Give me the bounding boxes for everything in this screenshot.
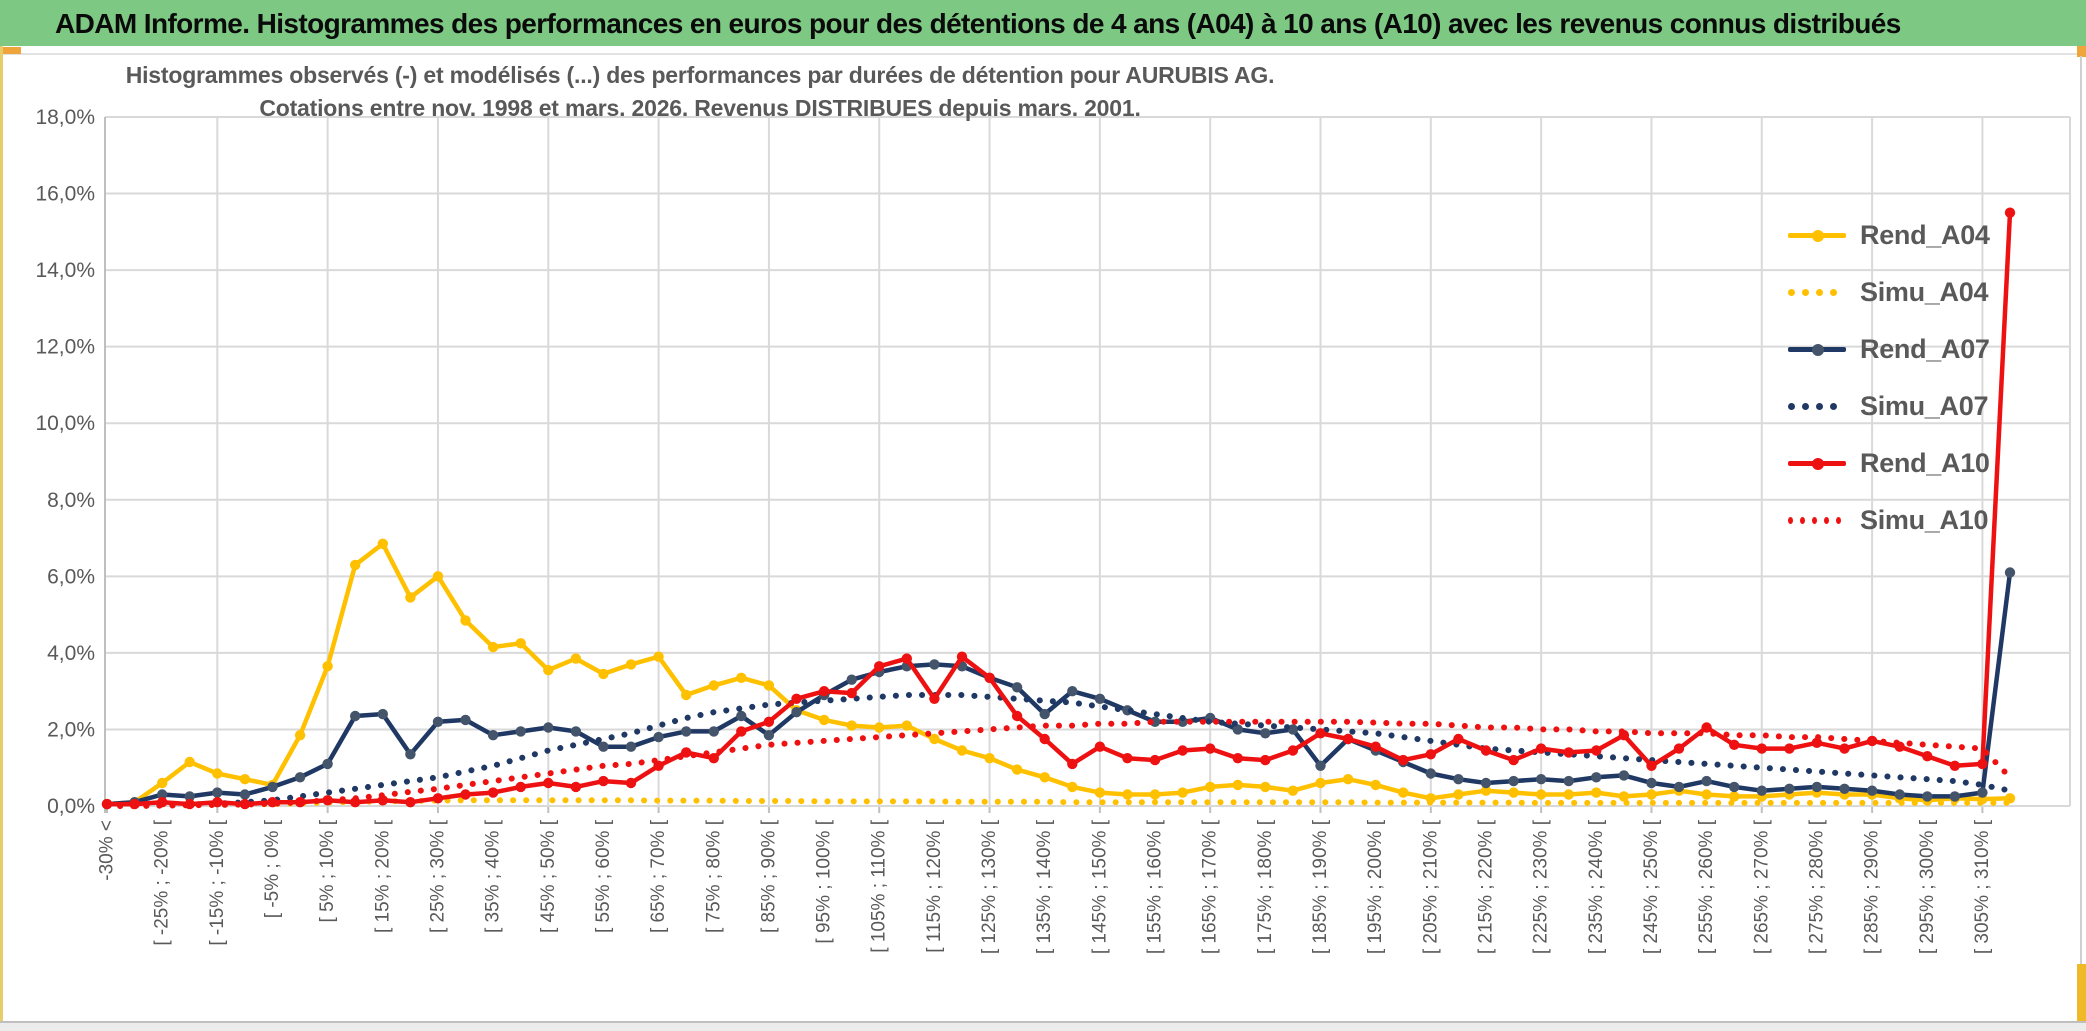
x-tick-label: [ 205% ; 210% [ [1420, 819, 1441, 954]
legend-label: Simu_A10 [1860, 505, 1989, 535]
x-tick-label: [ 145% ; 150% [ [1089, 819, 1110, 954]
y-axis-labels: 0,0% 2,0% 4,0% 6,0% 8,0% 10,0% 12,0% 14,0% 16,0%… [35, 106, 95, 818]
x-tick-label: [ 65% ; 70% [ [648, 819, 669, 933]
x-tick-label: [ 285% ; 290% [ [1862, 819, 1883, 954]
x-tick-label: -30% < [97, 820, 118, 881]
x-tick-label: [ 245% ; 250% [ [1641, 819, 1662, 954]
accent-corner [2077, 44, 2086, 57]
legend-label: Rend_A10 [1860, 448, 1990, 478]
x-tick-label: [ 125% ; 130% [ [979, 819, 1000, 954]
x-tick-label: [ 55% ; 60% [ [593, 819, 614, 933]
x-tick-label: [ 35% ; 40% [ [483, 819, 504, 933]
series-Rend_A10 [101, 207, 2016, 810]
y-tick-label: 16,0% [35, 183, 95, 206]
title-bar: ADAM Informe. Histogrammes des performan… [0, 0, 2086, 46]
y-tick-label: 8,0% [47, 489, 95, 512]
legend-label: Simu_A07 [1860, 391, 1989, 421]
y-tick-label: 4,0% [47, 642, 95, 665]
dotted-line-sample [1788, 403, 1848, 410]
solid-line-sample [1788, 229, 1848, 242]
x-tick-label: [ 135% ; 140% [ [1034, 819, 1055, 954]
x-tick-label: [ 25% ; 30% [ [427, 819, 448, 933]
x-tick-label: [ -25% ; -20% [ [152, 819, 173, 945]
solid-line-sample [1788, 457, 1848, 470]
right-edge-strip [2077, 964, 2086, 1022]
left-edge-strip [0, 46, 3, 1031]
dotted-line-sample [1788, 289, 1848, 296]
y-tick-label: 6,0% [47, 565, 95, 588]
x-tick-label: [ 185% ; 190% [ [1310, 819, 1331, 954]
x-tick-label: [ 225% ; 230% [ [1531, 819, 1552, 954]
x-tick-label: [ 155% ; 160% [ [1145, 819, 1166, 954]
y-tick-label: 10,0% [35, 412, 95, 435]
x-tick-label: [ 85% ; 90% [ [758, 819, 779, 933]
chart-title-line1: Histogrammes observés (-) et modélisés (… [125, 62, 1275, 88]
page-title: ADAM Informe. Histogrammes des performan… [55, 8, 1901, 39]
x-axis-labels: -30% < [ -25% ; -20% [ [ -15% ; -10% [ [ -5… [97, 819, 1993, 954]
x-tick-label: [ 95% ; 100% [ [814, 819, 835, 943]
x-tick-label: [ 105% ; 110% [ [869, 819, 890, 952]
x-tick-label: [ 75% ; 80% [ [703, 819, 724, 933]
legend-entry-simu-a10: Simu_A10 [1788, 492, 1990, 549]
y-tick-label: 0,0% [47, 795, 95, 818]
legend-entry-simu-a04: Simu_A04 [1788, 264, 1990, 321]
chart-legend: Rend_A04 Simu_A04 Rend_A07 Simu_A07 Rend… [1788, 207, 1990, 549]
right-edge-line [2080, 56, 2082, 1021]
y-tick-label: 12,0% [35, 336, 95, 359]
legend-entry-simu-a07: Simu_A07 [1788, 378, 1990, 435]
x-tick-label: [ -15% ; -10% [ [207, 819, 228, 945]
x-tick-label: [ 175% ; 180% [ [1255, 819, 1276, 954]
x-tick-label: [ 305% ; 310% [ [1972, 819, 1993, 954]
series-Rend_A04 [101, 538, 2016, 810]
x-tick-label: [ 195% ; 200% [ [1365, 819, 1386, 954]
series-Simu_A07 [104, 692, 2013, 809]
accent-tab [2, 47, 21, 54]
header-divider [0, 53, 2086, 55]
legend-label: Rend_A07 [1860, 334, 1990, 364]
dotted-line-sample [1788, 517, 1848, 524]
gridlines [104, 116, 2071, 813]
solid-line-sample [1788, 343, 1848, 356]
x-tick-label: [ 5% ; 10% [ [317, 819, 338, 922]
x-tick-label: [ 165% ; 170% [ [1200, 819, 1221, 954]
x-tick-label: [ 215% ; 220% [ [1475, 819, 1496, 954]
bottom-divider [0, 1021, 2086, 1023]
x-tick-label: [ 265% ; 270% [ [1751, 819, 1772, 954]
x-tick-label: [ 235% ; 240% [ [1586, 819, 1607, 954]
legend-entry-rend-a04: Rend_A04 [1788, 207, 1990, 264]
y-tick-label: 14,0% [35, 259, 95, 282]
y-tick-label: 18,0% [35, 106, 95, 129]
legend-entry-rend-a07: Rend_A07 [1788, 321, 1990, 378]
legend-entry-rend-a10: Rend_A10 [1788, 435, 1990, 492]
series-Simu_A10 [104, 718, 2013, 809]
x-tick-label: [ 45% ; 50% [ [538, 819, 559, 933]
x-tick-label: [ -5% ; 0% [ [262, 819, 283, 918]
x-tick-label: [ 15% ; 20% [ [372, 819, 393, 933]
bottom-margin [0, 1023, 2086, 1031]
legend-label: Simu_A04 [1860, 277, 1989, 307]
legend-label: Rend_A04 [1860, 220, 1990, 250]
x-tick-label: [ 115% ; 120% [ [924, 819, 945, 952]
x-tick-label: [ 295% ; 300% [ [1917, 819, 1938, 954]
x-tick-label: [ 275% ; 280% [ [1806, 819, 1827, 954]
y-tick-label: 2,0% [47, 718, 95, 741]
x-tick-label: [ 255% ; 260% [ [1696, 819, 1717, 954]
series-Rend_A07 [101, 567, 2016, 810]
chart-title-line2: Cotations entre nov. 1998 et mars. 2026.… [259, 95, 1141, 121]
